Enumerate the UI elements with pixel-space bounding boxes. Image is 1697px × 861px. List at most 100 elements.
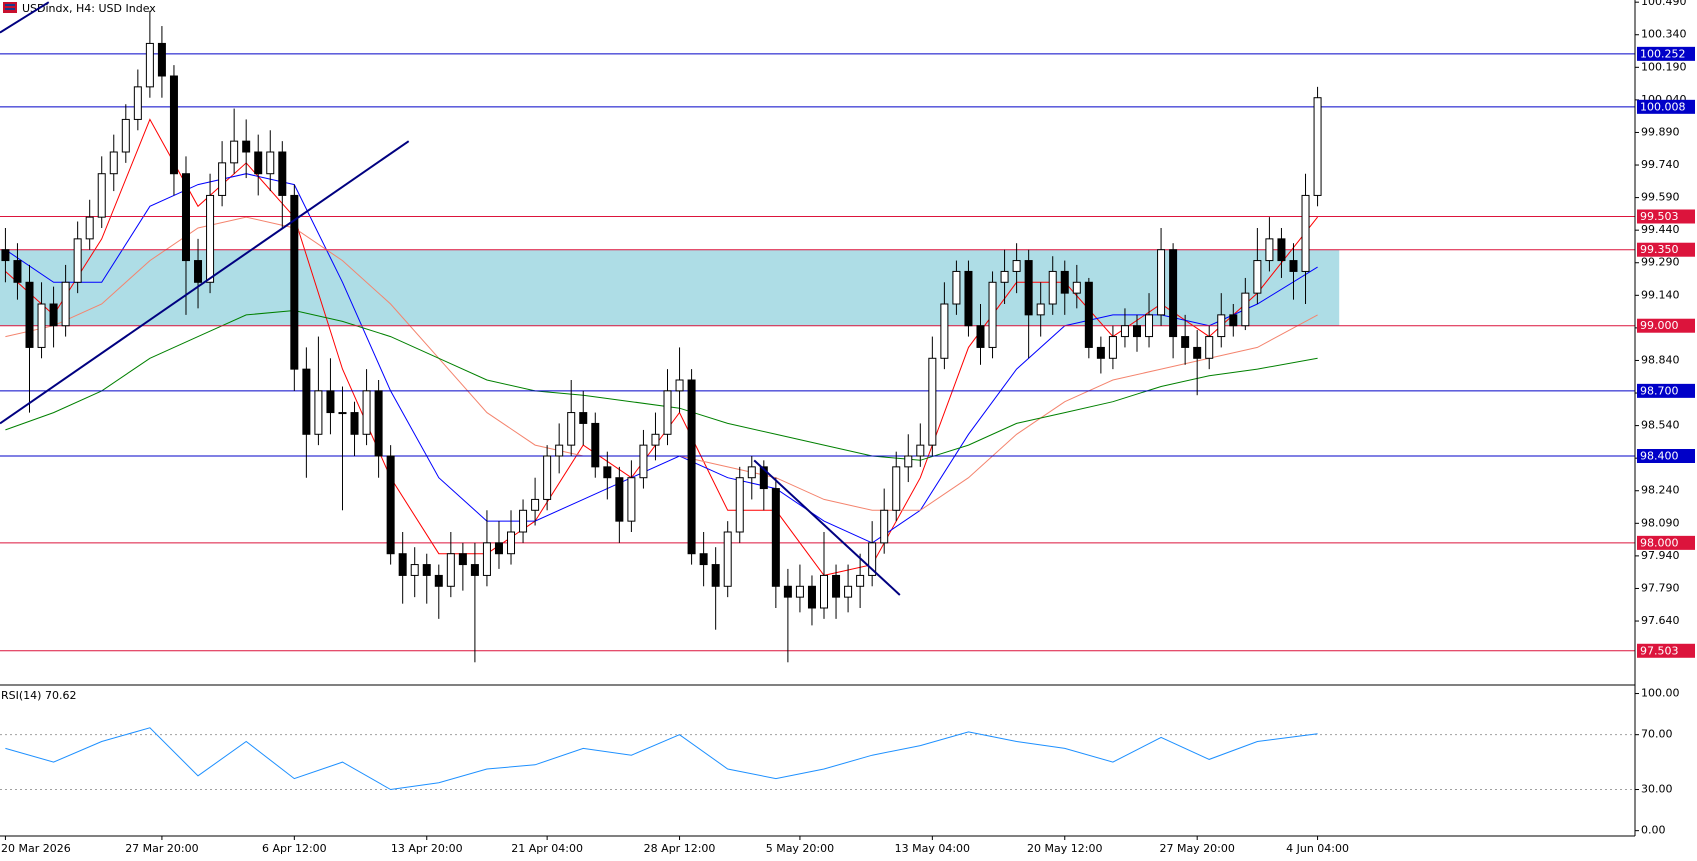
level-label: 99.000 [1640,319,1679,332]
y-tick-label: 99.140 [1641,288,1680,301]
candle-body [278,151,287,196]
candle-body [687,379,696,555]
level-label: 98.000 [1640,536,1679,549]
candle-body [482,542,491,576]
candle-body [73,238,82,283]
candle-body [109,151,118,175]
candle-body [591,422,600,468]
candle-body [434,574,443,587]
candles-layer [1,10,1322,663]
zone [0,249,1340,326]
chart-title: USDindx, H4: USD Index [22,2,156,15]
level-label: 99.503 [1640,210,1679,223]
y-tick-label: 99.740 [1641,158,1680,171]
x-tick-label: 13 Apr 20:00 [391,842,463,855]
candle-body [1132,325,1141,338]
candle-body [13,260,22,283]
candle-body [181,173,190,262]
y-tick-label: 98.090 [1641,516,1680,529]
level-label: 99.350 [1640,243,1679,256]
axis-layer [0,0,1639,840]
candle-body [1169,249,1178,338]
candle-body [1277,238,1286,262]
candle-body [1193,346,1202,359]
level-label-box [1637,209,1695,224]
candle-body [1096,346,1105,359]
level-label-box [1637,99,1695,114]
y-tick-label: 100.340 [1641,28,1687,41]
candle-body [699,553,708,566]
y-tick-label: 98.540 [1641,419,1680,432]
level-label-box [1637,643,1695,658]
candle-body [206,194,215,283]
candle-body [314,390,323,435]
candle-body [458,553,467,566]
candle-body [603,466,612,479]
indicator-title: RSI(14) 70.62 [1,689,76,702]
candle-body [374,390,383,457]
x-tick-label: 13 May 04:00 [895,842,970,855]
candle-body [398,553,407,576]
candle-body [1024,260,1033,316]
candle-body [1072,281,1081,294]
trendline [0,140,410,425]
title-icon [3,2,17,13]
candle-body [795,585,804,598]
candle-body [37,303,46,348]
candle-body [964,270,973,327]
candle-body [639,444,648,479]
candle-body [422,564,431,576]
candle-body [940,303,949,359]
y-tick-label: 100.490 [1641,0,1687,8]
candle-body [627,477,636,522]
candle-body [1084,281,1093,348]
candle-body [1048,270,1057,305]
candle-body [97,173,106,218]
candle-body [892,466,901,511]
level-label: 100.252 [1640,47,1686,60]
candle-body [807,585,816,609]
candle-body [194,260,203,283]
candle-body [711,564,720,587]
y-tick-label: 99.290 [1641,256,1680,269]
x-tick-label: 27 Mar 20:00 [125,842,198,855]
candle-body [783,585,792,598]
candle-body [747,466,756,479]
candle-body [1060,270,1069,294]
candle-body [531,498,540,511]
level-label-box [1637,46,1695,61]
candle-body [121,118,130,153]
y-tick-label: 99.890 [1641,125,1680,138]
level-label-box [1637,242,1695,257]
level-label-box [1637,535,1695,550]
candle-body [1000,270,1009,283]
candle-body [49,303,58,327]
level-label-box [1637,383,1695,398]
candle-body [519,509,528,533]
rsi-line [5,727,1318,791]
candle-body [952,270,961,305]
candle-body [735,477,744,533]
x-tick-label: 6 Apr 12:00 [262,842,327,855]
x-tick-label: 5 May 20:00 [766,842,834,855]
candle-body [1157,249,1166,316]
candle-body [1229,314,1238,327]
candle-body [928,357,937,446]
candle-body [326,390,335,414]
candle-body [1265,238,1274,262]
candle-body [386,455,395,555]
level-label: 98.700 [1640,384,1679,397]
candle-body [916,444,925,457]
candle-body [832,574,841,598]
y-tick-label: 99.590 [1641,191,1680,204]
x-tick-label: 20 Mar 2026 [1,842,71,855]
candle-body [1241,292,1250,327]
candle-body [1012,260,1021,272]
y-tick-label: 98.240 [1641,484,1680,497]
candle-body [1217,314,1226,338]
x-tick-label: 28 Apr 12:00 [644,842,716,855]
candle-body [25,281,34,348]
candle-body [290,194,299,370]
x-tick-label: 4 Jun 04:00 [1286,842,1349,855]
